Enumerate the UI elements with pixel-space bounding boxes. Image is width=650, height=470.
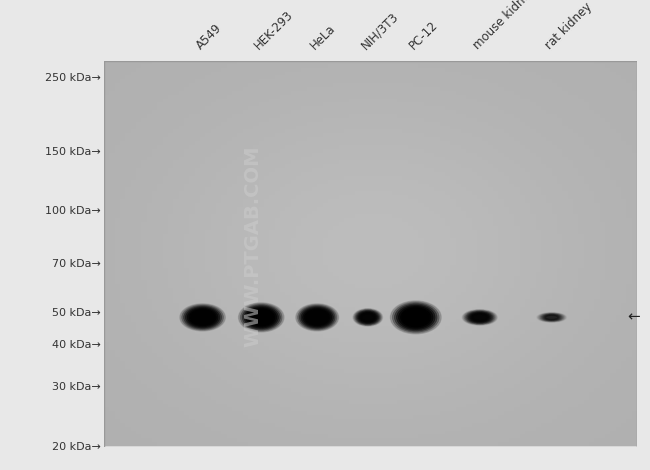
Text: WWW.PTGAB.COM: WWW.PTGAB.COM <box>244 145 263 347</box>
Ellipse shape <box>396 305 435 330</box>
Ellipse shape <box>182 305 224 330</box>
Ellipse shape <box>189 309 216 326</box>
Ellipse shape <box>183 306 222 329</box>
Ellipse shape <box>359 312 376 322</box>
Text: 250 kDa→: 250 kDa→ <box>45 73 101 83</box>
Ellipse shape <box>472 314 488 321</box>
Ellipse shape <box>360 313 376 322</box>
Ellipse shape <box>185 307 220 328</box>
Ellipse shape <box>391 301 441 334</box>
Text: 40 kDa→: 40 kDa→ <box>52 340 101 350</box>
Text: HeLa: HeLa <box>308 22 338 52</box>
Ellipse shape <box>402 309 429 326</box>
Ellipse shape <box>303 308 332 327</box>
Ellipse shape <box>537 313 566 322</box>
Ellipse shape <box>467 312 493 323</box>
Ellipse shape <box>298 305 337 330</box>
Ellipse shape <box>244 306 278 329</box>
Text: HEK-293: HEK-293 <box>252 8 296 52</box>
Ellipse shape <box>246 307 277 327</box>
Ellipse shape <box>395 304 437 331</box>
Text: A549: A549 <box>194 21 224 52</box>
Ellipse shape <box>540 313 564 321</box>
Text: 30 kDa→: 30 kDa→ <box>52 382 101 392</box>
Ellipse shape <box>301 307 333 328</box>
Ellipse shape <box>306 310 328 324</box>
Ellipse shape <box>250 310 273 325</box>
Ellipse shape <box>299 306 335 329</box>
Text: PC-12: PC-12 <box>407 18 440 52</box>
Ellipse shape <box>543 314 560 320</box>
Ellipse shape <box>464 310 496 324</box>
Ellipse shape <box>252 311 271 324</box>
Text: 70 kDa→: 70 kDa→ <box>52 258 101 268</box>
Text: ←: ← <box>627 310 640 325</box>
Text: 50 kDa→: 50 kDa→ <box>52 308 101 318</box>
Ellipse shape <box>242 305 280 329</box>
Ellipse shape <box>468 312 491 322</box>
Ellipse shape <box>192 312 213 323</box>
Ellipse shape <box>357 311 379 324</box>
Ellipse shape <box>361 313 374 321</box>
Ellipse shape <box>405 310 427 325</box>
Ellipse shape <box>304 309 330 326</box>
Text: 20 kDa→: 20 kDa→ <box>52 441 101 452</box>
Ellipse shape <box>465 311 494 324</box>
Ellipse shape <box>358 312 378 323</box>
Ellipse shape <box>187 308 218 327</box>
Ellipse shape <box>239 303 284 332</box>
Text: 100 kDa→: 100 kDa→ <box>45 206 101 217</box>
Text: 150 kDa→: 150 kDa→ <box>45 147 101 157</box>
Ellipse shape <box>398 306 433 329</box>
Ellipse shape <box>544 315 560 320</box>
Ellipse shape <box>248 309 275 326</box>
Text: rat kidney: rat kidney <box>543 0 594 52</box>
Ellipse shape <box>296 304 339 331</box>
Ellipse shape <box>240 304 282 331</box>
Ellipse shape <box>545 315 558 320</box>
Ellipse shape <box>541 314 563 321</box>
Ellipse shape <box>191 310 214 324</box>
Ellipse shape <box>471 313 489 321</box>
Ellipse shape <box>462 310 497 325</box>
Text: NIH/3T3: NIH/3T3 <box>359 9 401 52</box>
Ellipse shape <box>541 314 562 321</box>
Ellipse shape <box>180 304 226 331</box>
Ellipse shape <box>356 310 380 325</box>
Ellipse shape <box>538 313 566 322</box>
Ellipse shape <box>353 309 382 326</box>
Ellipse shape <box>400 307 431 327</box>
Text: mouse kidney: mouse kidney <box>471 0 538 52</box>
Ellipse shape <box>469 313 490 322</box>
Ellipse shape <box>393 302 439 332</box>
Ellipse shape <box>308 312 326 323</box>
Ellipse shape <box>354 309 382 325</box>
